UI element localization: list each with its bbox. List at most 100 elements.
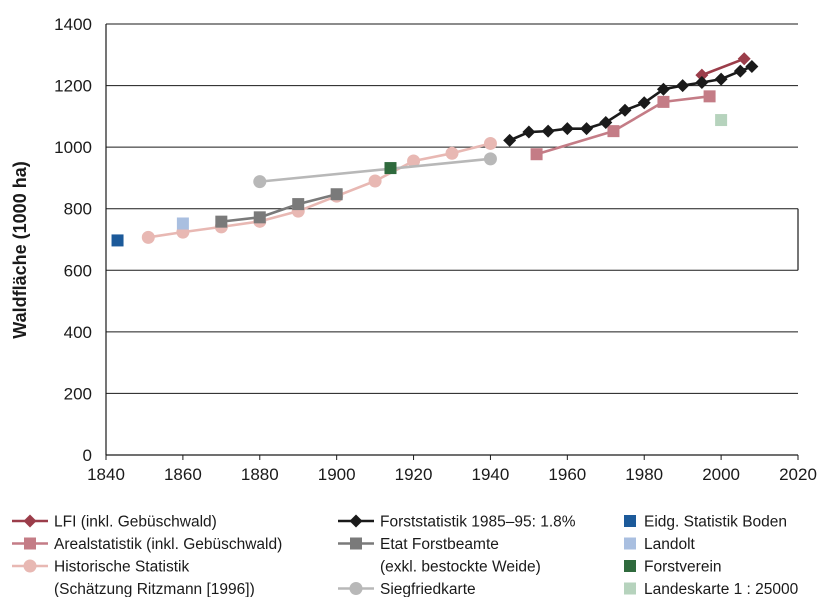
data-point: [407, 154, 421, 168]
legend-item: Arealstatistik (inkl. Gebüschwald): [12, 536, 282, 553]
series-line: [701, 57, 745, 77]
legend-item: Forststatistik 1985–95: 1.8%: [338, 514, 576, 531]
data-point: [599, 116, 613, 130]
axes: 0 200 400 600 800 1000 1200 1400 1840 1860 1880 190…: [54, 15, 817, 484]
data-point: [368, 174, 382, 188]
legend-label: (Schätzung Ritzmann [1996]): [54, 581, 255, 597]
x-tick-label: 1880: [241, 465, 279, 484]
data-point: [656, 82, 670, 96]
data-point: [695, 68, 709, 82]
y-tick-label: 1000: [54, 138, 92, 157]
series-2: [141, 136, 497, 244]
data-point: [733, 64, 747, 78]
legend-label: Landolt: [644, 536, 696, 553]
data-point: [715, 114, 728, 127]
x-tick-label: 2000: [702, 465, 740, 484]
legend-marker: [624, 515, 636, 527]
legend-label: Siegfriedkarte: [380, 581, 476, 597]
legend-item: Landolt: [624, 536, 696, 553]
x-tick-label: 1860: [164, 465, 202, 484]
legend-item: Forstverein: [624, 559, 722, 576]
series-line: [148, 142, 491, 239]
gridlines: [106, 23, 798, 394]
x-tick-label: 1920: [395, 465, 433, 484]
data-point: [580, 122, 594, 136]
legend-marker: [24, 537, 36, 550]
data-point: [607, 125, 620, 138]
legend: LFI (inkl. Gebüschwald) Arealstatistik (i…: [12, 514, 799, 597]
legend-label: (exkl. bestockte Weide): [380, 559, 541, 576]
data-point: [676, 79, 690, 93]
data-point: [695, 75, 709, 89]
y-axis-title: Waldfläche (1000 ha): [10, 161, 30, 338]
data-point: [483, 136, 497, 150]
x-tick-label: 1900: [318, 465, 356, 484]
legend-label: Landeskarte 1 : 25000: [644, 581, 799, 597]
x-tick-label: 1840: [87, 465, 125, 484]
data-point: [503, 133, 517, 147]
plot-area: [111, 52, 759, 247]
data-point: [522, 125, 536, 139]
data-point: [618, 103, 632, 117]
data-point: [253, 175, 267, 189]
data-point: [737, 52, 751, 66]
data-point: [530, 148, 543, 161]
series-3: [503, 59, 759, 147]
series-line: [259, 157, 491, 183]
series-1: [530, 90, 716, 161]
legend-item: Etat Forstbeamte (exkl. bestockte Weide): [338, 536, 541, 576]
y-tick-label: 200: [64, 384, 92, 403]
series-line: [536, 95, 710, 156]
series-6: [111, 234, 124, 247]
legend-label: Arealstatistik (inkl. Gebüschwald): [54, 536, 282, 553]
x-tick-label: 1960: [548, 465, 586, 484]
data-point: [560, 122, 574, 136]
legend-marker: [349, 514, 363, 528]
legend-item: Landeskarte 1 : 25000: [624, 581, 799, 597]
legend-marker: [349, 582, 363, 595]
legend-item: LFI (inkl. Gebüschwald): [12, 514, 217, 531]
series-8: [384, 162, 397, 175]
data-point: [445, 146, 459, 160]
data-point: [745, 59, 759, 73]
data-point: [292, 198, 305, 211]
legend-item: Siegfriedkarte: [338, 581, 476, 597]
series-line: [221, 192, 337, 223]
legend-marker: [23, 514, 37, 528]
data-point: [714, 72, 728, 86]
legend-label: LFI (inkl. Gebüschwald): [54, 514, 217, 531]
series-4: [215, 188, 343, 228]
data-point: [541, 124, 555, 138]
y-tick-label: 400: [64, 323, 92, 342]
data-point: [253, 211, 266, 224]
data-point: [111, 234, 124, 247]
data-point: [637, 96, 651, 110]
y-tick-label: 1200: [54, 77, 92, 96]
y-tick-label: 600: [64, 261, 92, 280]
legend-marker: [23, 559, 37, 573]
legend-label: Forststatistik 1985–95: 1.8%: [380, 514, 576, 531]
data-point: [703, 90, 716, 103]
y-tick-label: 0: [83, 446, 92, 465]
data-point: [141, 230, 155, 244]
y-tick-label: 1400: [54, 15, 92, 34]
x-tick-label: 2020: [779, 465, 817, 484]
legend-marker: [624, 582, 636, 595]
data-point: [384, 162, 397, 175]
legend-label: Historische Statistik: [54, 559, 189, 576]
series-7: [176, 217, 189, 230]
data-point: [657, 95, 670, 108]
data-point: [330, 188, 343, 201]
series-5: [253, 152, 497, 189]
legend-item: Eidg. Statistik Boden: [624, 514, 787, 531]
legend-marker: [624, 537, 636, 550]
data-point: [176, 217, 189, 230]
data-point: [483, 152, 497, 166]
series-9: [715, 114, 728, 127]
legend-marker: [350, 537, 362, 550]
legend-label: Etat Forstbeamte: [380, 536, 499, 553]
legend-label: Eidg. Statistik Boden: [644, 514, 787, 531]
series-0: [695, 52, 751, 82]
y-tick-label: 800: [64, 200, 92, 219]
